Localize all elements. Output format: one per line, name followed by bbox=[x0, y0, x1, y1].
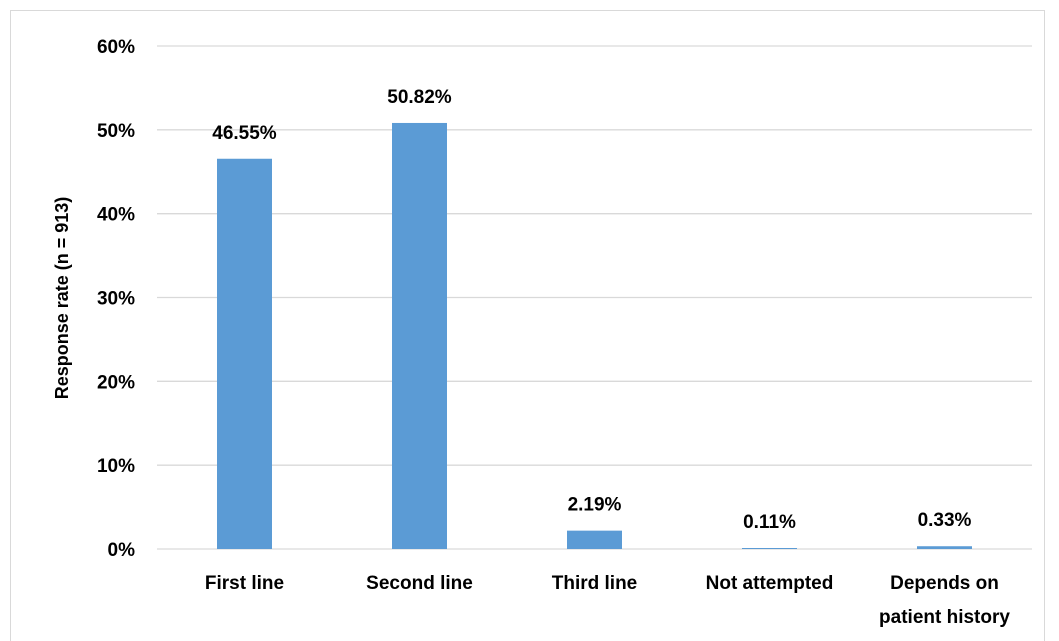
bar bbox=[917, 546, 972, 549]
y-axis-ticks: 0% 10% 20% 30% 40% 50% 60% bbox=[97, 37, 135, 561]
x-axis-categories: First line Second line Third line Not attem… bbox=[205, 573, 1010, 628]
x-category-label: patient history bbox=[879, 607, 1010, 628]
x-category-label: First line bbox=[205, 573, 284, 594]
x-category-label: Depends on bbox=[890, 573, 999, 594]
bar bbox=[742, 548, 797, 549]
x-category-label: Second line bbox=[366, 573, 473, 594]
x-category-label: Not attempted bbox=[706, 573, 834, 594]
data-label: 2.19% bbox=[568, 495, 622, 516]
bar bbox=[567, 530, 622, 549]
x-category-label: Third line bbox=[552, 573, 638, 594]
data-label: 46.55% bbox=[212, 123, 277, 144]
data-label: 0.33% bbox=[918, 510, 972, 531]
y-tick-label: 40% bbox=[97, 205, 135, 226]
data-labels: 46.55% 50.82% 2.19% 0.11% 0.33% bbox=[212, 87, 971, 533]
y-tick-label: 20% bbox=[97, 372, 135, 393]
y-tick-label: 50% bbox=[97, 121, 135, 142]
chart-frame bbox=[10, 10, 1045, 641]
bar bbox=[217, 158, 272, 549]
data-label: 50.82% bbox=[387, 87, 452, 108]
y-tick-label: 60% bbox=[97, 37, 135, 58]
data-label: 0.11% bbox=[743, 512, 796, 533]
y-tick-label: 30% bbox=[97, 289, 135, 310]
bar bbox=[392, 122, 447, 550]
gridlines bbox=[157, 45, 1032, 550]
y-tick-label: 0% bbox=[108, 540, 136, 561]
y-axis-title: Response rate (n = 913) bbox=[52, 197, 72, 400]
y-tick-label: 10% bbox=[97, 456, 135, 477]
bars bbox=[217, 122, 972, 550]
